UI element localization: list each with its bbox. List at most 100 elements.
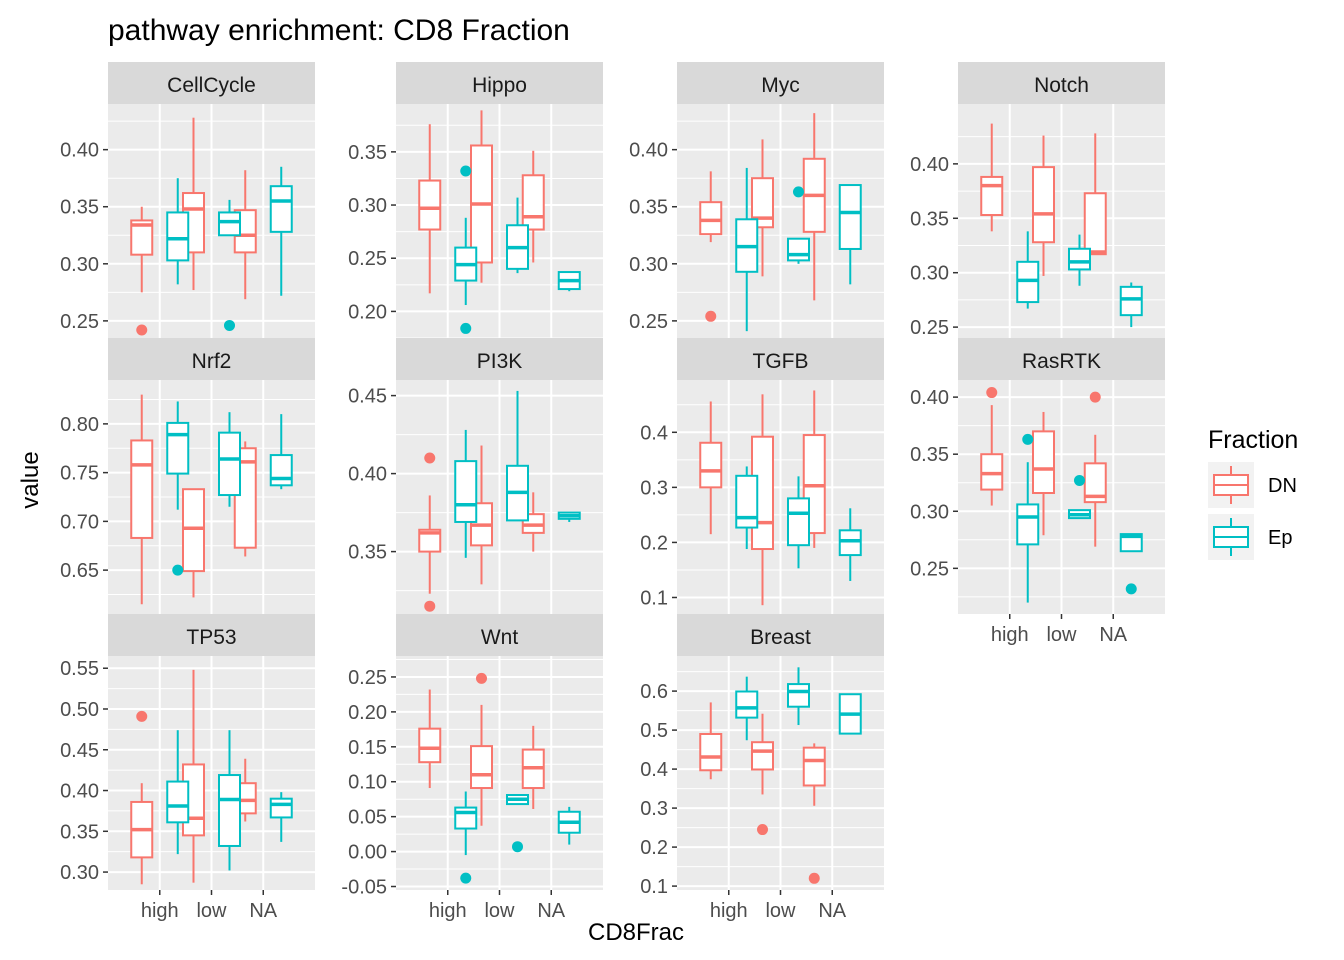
- box-dn-high: [980, 123, 1004, 232]
- box-ep-low: [1068, 234, 1091, 286]
- box-iqr: [1083, 462, 1107, 504]
- box-ep-low: [787, 667, 810, 726]
- box-dn-low: [1032, 135, 1055, 276]
- y-tick-label: 0.25: [910, 317, 949, 339]
- y-tick-label: 0.00: [348, 842, 387, 864]
- box-iqr: [454, 460, 478, 523]
- y-tick-label: 0.2: [640, 532, 668, 554]
- box-iqr: [130, 439, 154, 539]
- facet-label: Notch: [1034, 74, 1089, 97]
- y-tick-label: 0.35: [910, 444, 949, 466]
- y-axis-title: value: [17, 451, 44, 508]
- facet-breast: Breast 0.1 0.2 0.3 0.4 0.5 0.6 high low NA: [640, 614, 884, 922]
- box-dn-na: [802, 743, 826, 884]
- y-tick-label: 0.5: [640, 720, 668, 742]
- box-dn-high: [699, 171, 723, 322]
- y-tick-label: 0.2: [640, 837, 668, 859]
- x-tick-label: low: [1046, 624, 1077, 646]
- box-iqr: [218, 211, 241, 237]
- box-ep-high: [454, 791, 478, 884]
- y-tick-label: 0.35: [629, 197, 668, 219]
- box-ep-high: [1016, 231, 1040, 309]
- facet-label: Myc: [761, 74, 800, 97]
- outlier-point: [460, 872, 472, 884]
- box-dn-na: [521, 150, 545, 263]
- box-ep-na: [838, 184, 862, 285]
- box-dn-low: [182, 117, 205, 291]
- facet-label: CellCycle: [167, 74, 256, 97]
- y-tick-label: 0.10: [348, 772, 387, 794]
- box-ep-high: [1016, 433, 1040, 603]
- legend-title: Fraction: [1208, 426, 1298, 454]
- box-ep-low: [787, 476, 810, 569]
- facet-strip: [677, 338, 884, 380]
- x-tick-label: high: [141, 900, 179, 922]
- y-tick-label: 0.20: [348, 301, 387, 323]
- x-tick-label: NA: [249, 900, 277, 922]
- box-ep-na: [838, 508, 862, 581]
- y-tick-label: 0.35: [348, 542, 387, 564]
- facet-hippo: Hippo 0.20 0.25 0.30 0.35: [348, 62, 603, 339]
- box-dn-high: [980, 387, 1004, 506]
- outlier-point: [224, 319, 235, 331]
- box-dn-na: [802, 113, 826, 301]
- box-iqr: [1119, 533, 1143, 553]
- y-tick-label: 0.1: [640, 876, 668, 898]
- y-tick-label: 0.35: [348, 142, 387, 164]
- y-tick-label: 0.75: [60, 463, 99, 485]
- y-tick-label: 0.3: [640, 477, 668, 499]
- box-iqr: [269, 185, 293, 233]
- y-tick-label: 0.65: [60, 560, 99, 582]
- x-axis-title: CD8Frac: [588, 919, 684, 946]
- y-tick-label: 0.50: [60, 699, 99, 721]
- y-tick-label: 0.40: [910, 154, 949, 176]
- chart-title: pathway enrichment: CD8 Fraction: [108, 14, 570, 47]
- box-iqr: [418, 727, 442, 764]
- box-ep-low: [1068, 474, 1091, 520]
- facet-strip: [396, 62, 603, 104]
- y-tick-label: 0.55: [60, 658, 99, 680]
- box-iqr: [1032, 166, 1055, 244]
- box-dn-low: [470, 110, 493, 283]
- x-tick-label: high: [991, 624, 1029, 646]
- facet-strip: [958, 62, 1165, 104]
- y-tick-label: 0.25: [629, 311, 668, 333]
- box-iqr: [166, 211, 190, 262]
- y-tick-label: 0.30: [60, 862, 99, 884]
- x-tick-label: NA: [818, 900, 846, 922]
- outlier-point: [460, 322, 472, 334]
- facet-label: Breast: [750, 626, 811, 649]
- y-tick-label: 0.05: [348, 807, 387, 829]
- y-tick-label: 0.70: [60, 511, 99, 533]
- y-tick-label: 0.35: [60, 821, 99, 843]
- box-dn-low: [470, 672, 493, 826]
- box-ep-low: [218, 730, 241, 871]
- box-ep-na: [1119, 282, 1143, 328]
- y-tick-label: 0.20: [348, 702, 387, 724]
- y-tick-label: 0.30: [629, 254, 668, 276]
- facet-tp53: TP53 0.30 0.35 0.40 0.45 0.50 0.55 high low NA: [60, 614, 315, 922]
- outlier-point: [172, 564, 184, 576]
- y-tick-label: 0.25: [348, 667, 387, 689]
- facet-strip: [396, 614, 603, 656]
- box-dn-high: [418, 124, 442, 294]
- outlier-point: [476, 672, 487, 684]
- box-dn-low: [751, 139, 774, 277]
- facet-strip: [108, 338, 315, 380]
- box-ep-high: [454, 429, 478, 558]
- box-iqr: [802, 746, 826, 787]
- y-tick-label: 0.25: [910, 558, 949, 580]
- box-iqr: [269, 454, 293, 487]
- box-iqr: [699, 733, 723, 772]
- box-iqr: [787, 683, 810, 708]
- box-ep-na: [269, 792, 293, 842]
- legend: Fraction DN Ep: [1208, 426, 1298, 560]
- box-iqr: [787, 497, 810, 547]
- box-ep-low: [787, 186, 810, 264]
- box-iqr: [218, 774, 241, 847]
- y-tick-label: 0.30: [910, 501, 949, 523]
- outlier-point: [808, 872, 820, 884]
- outlier-point: [1125, 583, 1137, 595]
- outlier-point: [986, 387, 998, 399]
- box-dn-high: [418, 452, 442, 612]
